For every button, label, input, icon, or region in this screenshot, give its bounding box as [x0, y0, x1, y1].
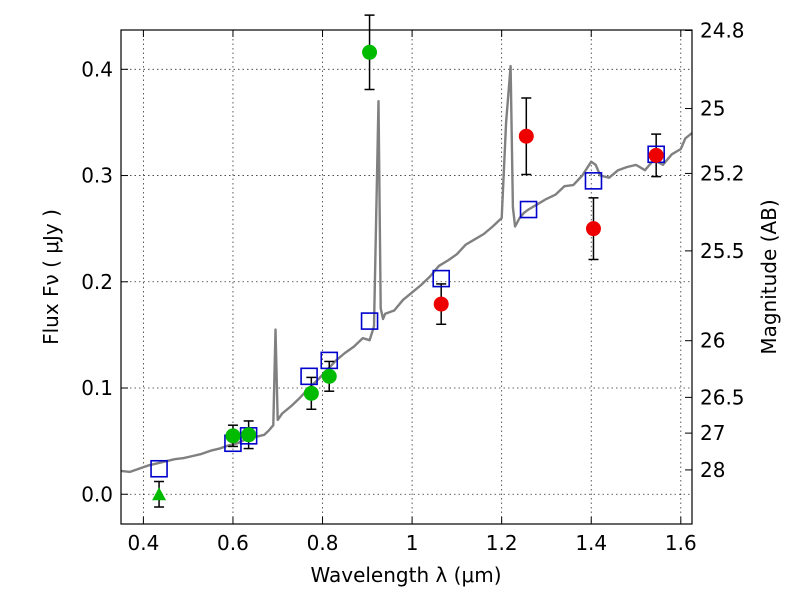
- x-tick-label: 1.4: [575, 531, 607, 555]
- mag-tick-label: 25.5: [700, 239, 745, 263]
- tick-labels: 0.4 0.6 0.8 1 1.2 1.4 1.6 0.0 0.1 0.2 0.3 0.4 24.8 25…: [81, 19, 744, 555]
- green-triangle-point: [152, 487, 167, 501]
- y2-axis-label: Magnitude (AB): [757, 199, 781, 354]
- x-tick-label: 0.6: [217, 531, 249, 555]
- red-point: [648, 147, 664, 163]
- red-point: [433, 296, 449, 312]
- mag-tick-label: 25.2: [700, 161, 745, 185]
- spectrum-line: [120, 64, 693, 474]
- model-point: [432, 269, 451, 288]
- red-point: [518, 128, 534, 144]
- x-axis-label: Wavelength λ (μm): [310, 563, 501, 587]
- x-tick-label: 1.6: [665, 531, 697, 555]
- model-point: [300, 367, 318, 386]
- red-point: [585, 221, 601, 237]
- mag-tick-label: 25: [700, 97, 725, 121]
- mag-tick-label: 28: [700, 458, 725, 482]
- model-point: [519, 200, 538, 219]
- plot-frame: [120, 29, 693, 525]
- spectrum-layer: [120, 64, 693, 474]
- model-point: [150, 459, 168, 478]
- green-point: [303, 385, 319, 401]
- x-tick-label: 0.4: [127, 531, 159, 555]
- y-tick-label: 0.1: [81, 376, 113, 400]
- mag-tick-label: 26.5: [700, 385, 745, 409]
- x-tick-label: 1: [406, 531, 419, 555]
- tick-layer: [121, 30, 692, 524]
- model-point: [320, 351, 339, 370]
- green-point: [241, 427, 257, 443]
- y-tick-label: 0.2: [81, 270, 113, 294]
- y-tick-label: 0.4: [81, 57, 113, 81]
- x-tick-label: 1.2: [486, 531, 518, 555]
- y-tick-label: 0.0: [81, 482, 113, 506]
- mag-tick-label: 24.8: [700, 19, 745, 43]
- model-point: [584, 172, 603, 190]
- green-point: [321, 368, 337, 384]
- y-axis-label: Flux Fν ( μJy ): [39, 209, 63, 345]
- x-tick-label: 0.8: [307, 531, 339, 555]
- mag-tick-label: 27: [700, 421, 725, 445]
- green-point: [225, 428, 241, 444]
- model-point: [360, 312, 379, 330]
- grid: [121, 30, 692, 524]
- y-tick-label: 0.3: [81, 164, 113, 188]
- marker-layer: [150, 44, 665, 501]
- green-point: [362, 44, 378, 60]
- mag-tick-label: 26: [700, 329, 725, 353]
